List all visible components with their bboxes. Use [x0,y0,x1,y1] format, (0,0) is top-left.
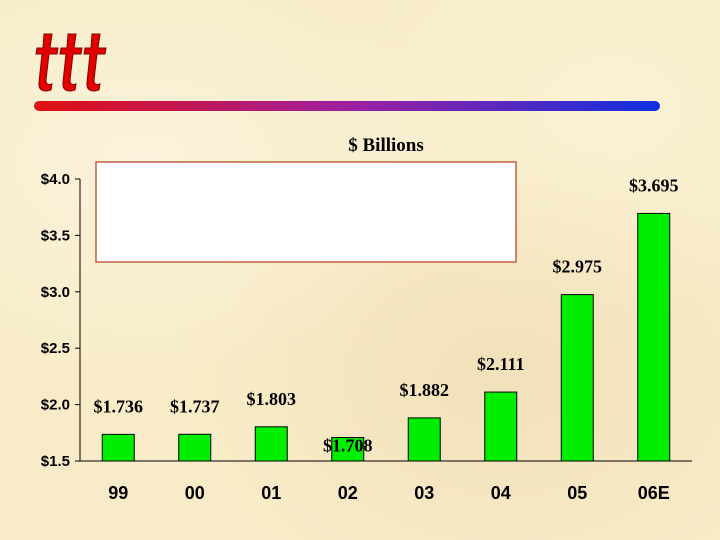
bar-03 [407,417,441,462]
data-label-04: $2.111 [477,354,525,374]
x-tick-label: 04 [491,483,511,503]
y-tick-label: $2.5 [41,340,70,357]
x-tick-label: 03 [414,483,434,503]
y-tick-label: $1.5 [41,453,70,470]
x-tick-label: 02 [338,483,358,503]
bar-01 [254,426,288,462]
data-label-03: $1.882 [400,380,450,400]
x-tick-label: 99 [108,483,128,503]
y-tick-label: $3.5 [41,227,70,244]
x-tick-label: 00 [185,483,205,503]
x-tick-label: 01 [261,483,281,503]
chart-title: $ Billions [348,135,424,156]
bar-06E [637,212,671,462]
bar-99 [101,433,135,462]
overlay-box [95,161,517,263]
bar-02 [331,437,365,462]
data-label-99: $1.736 [94,396,144,416]
x-tick-label: 06E [638,483,670,503]
data-label-05: $2.975 [553,257,603,277]
y-tick-label: $2.0 [41,397,70,414]
y-tick-label: $4.0 [41,171,70,188]
data-label-06E: $3.695 [629,175,679,195]
data-label-02: $1.708 [323,436,373,456]
title-rule [34,101,660,111]
x-tick-label: 05 [567,483,587,503]
data-label-00: $1.737 [170,396,220,416]
y-tick-label: $3.0 [41,284,70,301]
bar-00 [178,433,212,462]
ttt-logo-icon [35,33,107,92]
bar-04 [484,391,518,462]
bar-05 [560,294,594,462]
data-label-01: $1.803 [247,389,297,409]
